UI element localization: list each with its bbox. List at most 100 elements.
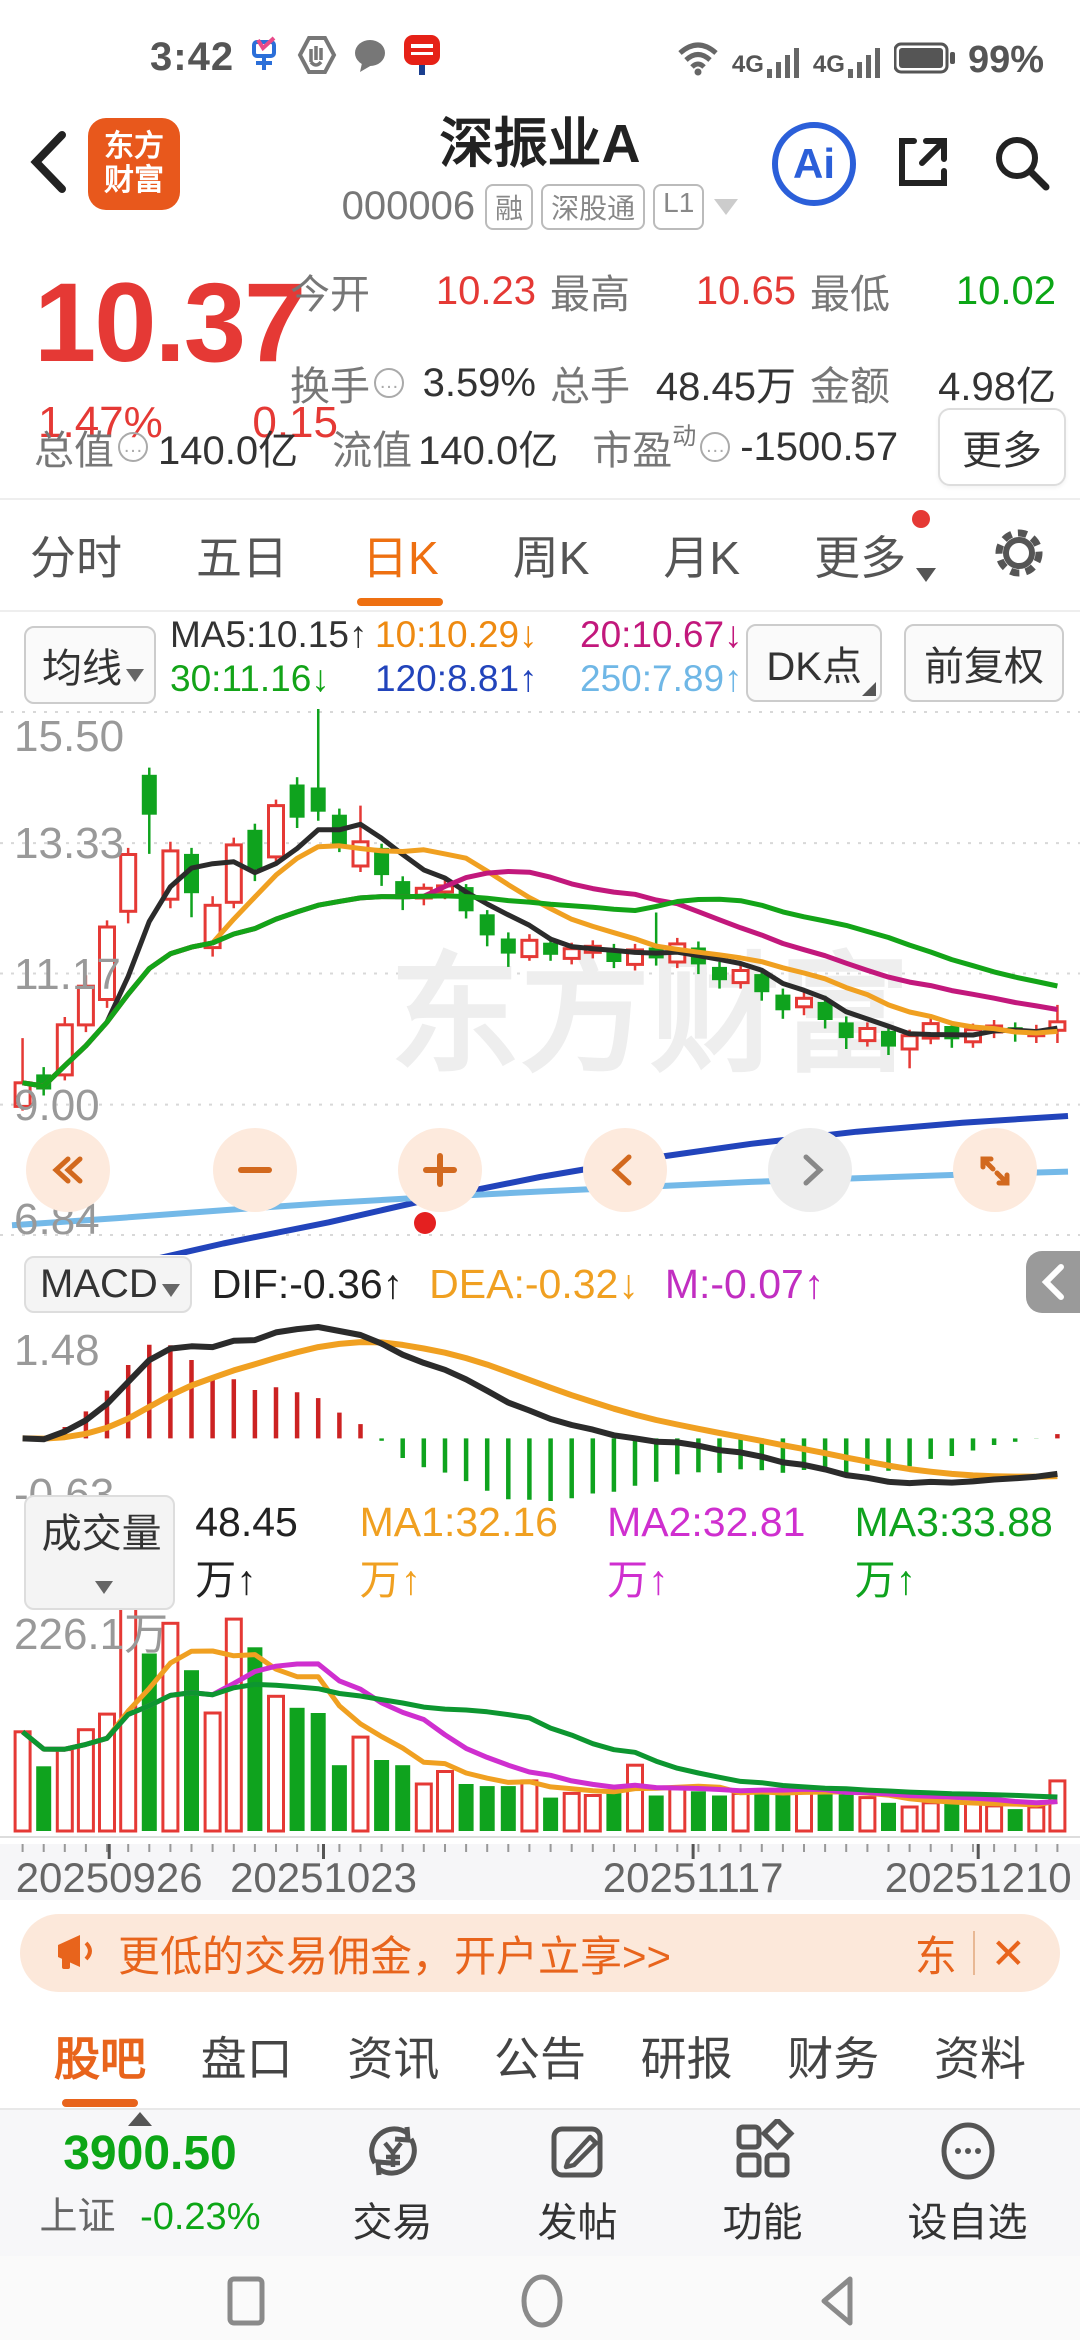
stat-value: -1500.57: [740, 424, 899, 469]
eastmoney-logo: 东方 财富: [88, 118, 180, 210]
tab-盘口[interactable]: 盘口: [200, 2033, 293, 2085]
zoom-out-icon[interactable]: [213, 1128, 297, 1212]
tab-五日[interactable]: 五日: [196, 532, 288, 584]
toolbar-label: 发帖: [537, 2200, 618, 2245]
close-icon[interactable]: ✕: [990, 1929, 1026, 1977]
features-icon: [723, 2116, 803, 2188]
pan-left-icon[interactable]: [583, 1128, 667, 1212]
stat-value: 48.45万: [655, 365, 796, 409]
tab-资料[interactable]: 资料: [933, 2033, 1026, 2085]
stock-badge: 融: [485, 183, 534, 230]
toolbar-功能[interactable]: 功能: [722, 2116, 803, 2248]
tab-分时[interactable]: 分时: [30, 532, 122, 584]
logo-line2: 财富: [104, 164, 164, 197]
tab-股吧[interactable]: 股吧: [54, 2005, 146, 2107]
tab-日K[interactable]: 日K: [362, 502, 439, 608]
stat-label: 最高: [550, 273, 630, 317]
promo-text: 更低的交易佣金，开户立享>>: [118, 1932, 672, 1980]
stat-label: 换手…: [290, 354, 408, 412]
stat-value: 10.23: [435, 268, 536, 313]
battery-icon: [893, 42, 956, 79]
content-tabs: 股吧 盘口 资讯 公告 研报 财务 资料: [0, 2004, 1080, 2108]
expand-index-icon[interactable]: [128, 2112, 152, 2126]
ma-dropdown[interactable]: 均线: [24, 626, 156, 704]
ma-value: 30:11.16↓: [170, 658, 330, 699]
candlestick-svg: 东方财富: [0, 709, 1080, 1295]
recents-button[interactable]: [224, 2275, 268, 2332]
ma-value: 20:10.67↓: [580, 614, 743, 655]
stat-label: 金额: [810, 365, 890, 409]
stat-value: 140.0亿: [158, 429, 299, 473]
pan-right-icon[interactable]: [768, 1128, 852, 1212]
stat-label: 总值: [34, 429, 114, 473]
ai-assistant-button[interactable]: Ai: [772, 122, 856, 206]
stat-value: 10.65: [695, 268, 796, 313]
home-button[interactable]: [518, 2273, 566, 2334]
forward-adjusted-button[interactable]: 前复权: [904, 624, 1064, 702]
macd-dea-value: DEA:-0.32↓: [429, 1260, 639, 1307]
tab-更多[interactable]: 更多: [814, 502, 937, 608]
stat-cell: 总手 48.45万: [550, 354, 810, 412]
index-change: -0.23%: [140, 2196, 261, 2238]
date-label: 20250926: [15, 1854, 203, 1901]
more-stats-button[interactable]: 更多: [938, 408, 1066, 486]
ma-value: MA5:10.15↑: [170, 614, 368, 655]
megaphone-icon: [54, 1929, 100, 1978]
change-amount: 0.15: [252, 398, 338, 447]
stat-cell: 最高 10.65: [550, 262, 810, 320]
chevron-down-icon: [161, 1283, 180, 1297]
ai-label: Ai: [793, 140, 835, 187]
tab-周K[interactable]: 周K: [512, 532, 590, 584]
date-label: 20251210: [884, 1854, 1072, 1901]
toolbar-设自选[interactable]: 设自选: [908, 2119, 1028, 2248]
stat-cell: 金额 4.98亿: [810, 354, 1070, 412]
message-bubble-icon: [350, 35, 390, 80]
stat-value: 10.02: [955, 268, 1056, 313]
quote-panel: 10.37 1.47% 0.15 今开 10.23 最高 10.65 最低 10.02 换…: [0, 240, 1080, 500]
indicator-dropdown[interactable]: MACD: [24, 1255, 192, 1313]
collapse-panel-handle[interactable]: [1026, 1251, 1080, 1313]
stat-cell: 市盈动… -1500.57: [592, 418, 898, 476]
chart-period-tabs: 分时 五日 日K 周K 月K 更多: [0, 500, 1080, 612]
watchlist-icon: [908, 2119, 1028, 2188]
back-nav-button[interactable]: [816, 2273, 856, 2334]
tab-公告[interactable]: 公告: [493, 2033, 586, 2085]
zoom-out-fast-icon[interactable]: [26, 1128, 110, 1212]
stat-cell: 总值… 140.0亿: [34, 418, 298, 476]
toolbar-发帖[interactable]: 发帖: [538, 2119, 618, 2248]
toolbar-label: 交易: [352, 2200, 433, 2245]
fullscreen-icon[interactable]: [953, 1128, 1037, 1212]
chevron-down-icon: [126, 669, 144, 682]
chevron-down-icon[interactable]: [714, 198, 739, 215]
tab-财务[interactable]: 财务: [787, 2033, 880, 2085]
back-button[interactable]: [28, 130, 88, 198]
dk-point-button[interactable]: DK点: [746, 624, 882, 702]
zoom-in-icon[interactable]: [398, 1128, 482, 1212]
ma-value: 10:10.29↓: [375, 614, 538, 655]
stock-title-block[interactable]: 深振业A 000006 融深股通 L1: [260, 99, 820, 230]
notification-app-icon: [246, 36, 284, 79]
tab-研报[interactable]: 研报: [640, 2033, 733, 2085]
stat-value: 140.0亿: [418, 429, 559, 473]
promo-banner[interactable]: 更低的交易佣金，开户立享>> 东 ✕: [20, 1914, 1060, 1992]
macd-legend: MACD DIF:-0.36↑ DEA:-0.32↓ M:-0.07↑: [0, 1251, 1080, 1313]
gear-icon[interactable]: [988, 522, 1050, 589]
toolbar-交易[interactable]: 交易: [353, 2119, 433, 2248]
volume-dropdown[interactable]: 成交量: [24, 1494, 176, 1610]
share-icon[interactable]: [890, 129, 956, 200]
stat-cell: 最低 10.02: [810, 262, 1070, 320]
tab-资讯[interactable]: 资讯: [347, 2033, 440, 2085]
post-icon: [538, 2119, 618, 2188]
bottom-toolbar: 3900.50 上证 -0.23% 交易 发帖 功能 设自选: [0, 2108, 1080, 2256]
ma-value: 120:8.81↑: [375, 658, 538, 699]
chevron-down-icon: [916, 568, 937, 582]
macd-chart: 1.48-0.63: [14, 1324, 1060, 1519]
tab-月K[interactable]: 月K: [663, 532, 741, 584]
stock-badge: L1: [653, 183, 705, 230]
search-icon[interactable]: [990, 131, 1052, 198]
toolbar-label: 功能: [722, 2200, 803, 2245]
header: 东方 财富 深振业A 000006 融深股通 L1 Ai: [0, 88, 1080, 240]
new-badge-dot: [912, 510, 931, 528]
index-quote[interactable]: 3900.50 上证 -0.23%: [0, 2126, 300, 2240]
